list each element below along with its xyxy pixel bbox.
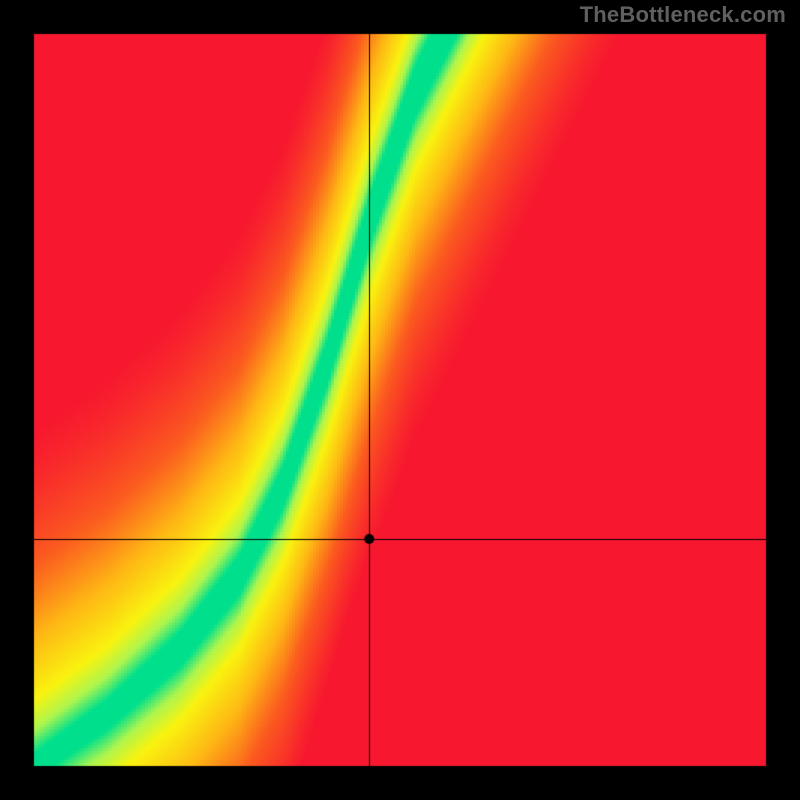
watermark-text: TheBottleneck.com (580, 2, 786, 28)
chart-container: TheBottleneck.com (0, 0, 800, 800)
heatmap-canvas (0, 0, 800, 800)
